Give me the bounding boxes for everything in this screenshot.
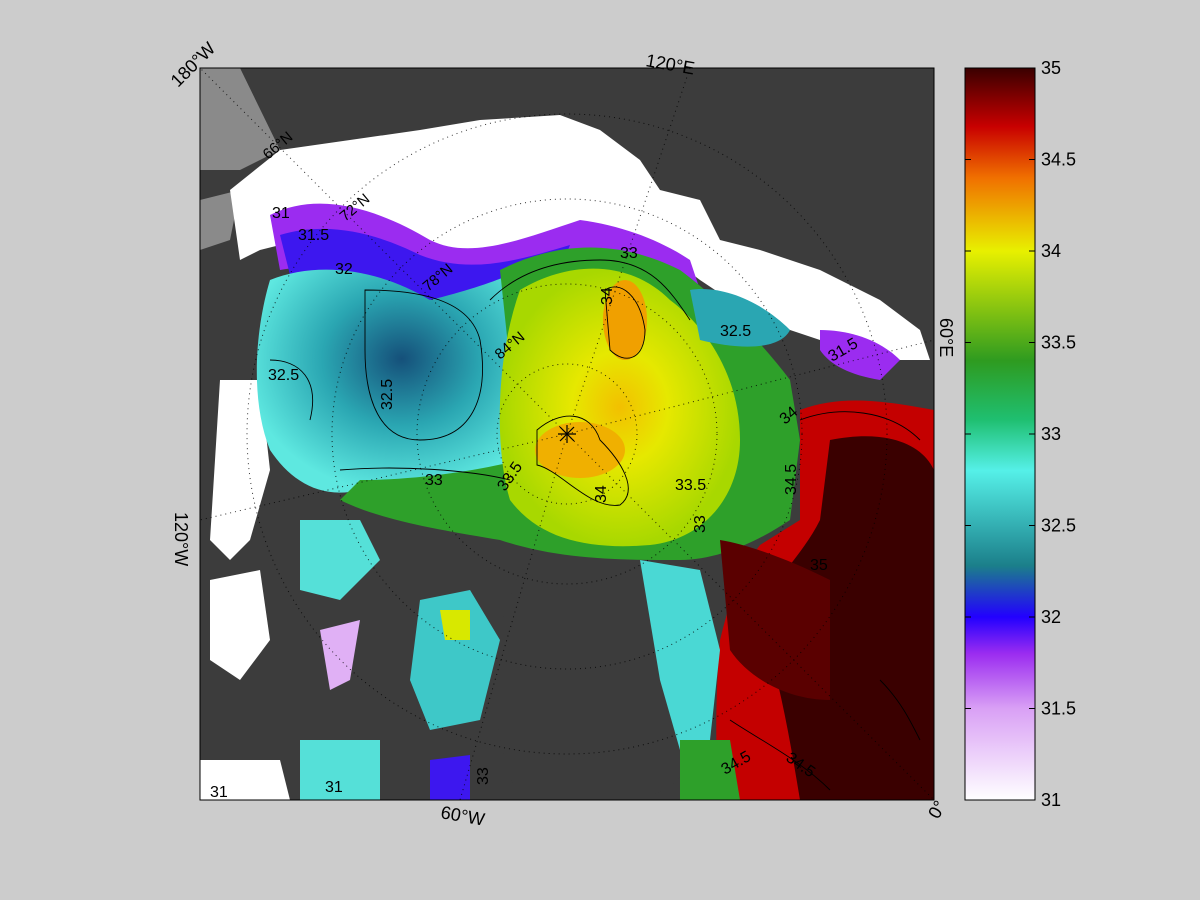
colorbar-tick-label: 31: [1041, 790, 1061, 810]
colorbar-tick-label: 35: [1041, 58, 1061, 78]
colorbar-tick-label: 33.5: [1041, 333, 1076, 353]
contour-label: 33: [475, 767, 492, 785]
lon-label-120w: 120°W: [171, 512, 191, 566]
contour-label: 32.5: [379, 379, 396, 410]
contour-label: 33.5: [675, 477, 706, 494]
lon-label-60e: 60°E: [936, 318, 956, 357]
contour-label: 34: [593, 485, 610, 503]
colorbar-gradient: [964, 67, 1036, 801]
contour-label: 34.5: [783, 464, 800, 495]
contour-label: 34: [599, 287, 616, 305]
colorbar: 35 34.5 34 33.5 33 32.5 32 31.5 31: [964, 58, 1076, 810]
colorbar-tick-label: 34.5: [1041, 150, 1076, 170]
colorbar-tick-label: 32: [1041, 607, 1061, 627]
colorbar-ticks: 35 34.5 34 33.5 33 32.5 32 31.5 31: [965, 58, 1076, 810]
map-frame: [199, 67, 935, 801]
contour-label: 35: [810, 557, 828, 574]
contour-label: 32.5: [720, 323, 751, 340]
contour-label: 32: [335, 261, 353, 278]
colorbar-tick-label: 34: [1041, 241, 1061, 261]
contour-label: 31: [272, 205, 290, 222]
map-panel: [200, 68, 934, 800]
contour-label: 33: [620, 245, 638, 262]
contour-label: 32.5: [268, 367, 299, 384]
north-pole-marker: [558, 425, 576, 443]
contour-label: 31: [325, 779, 343, 796]
colorbar-tick-label: 32.5: [1041, 516, 1076, 536]
contour-label: 33: [425, 472, 443, 489]
lon-label-0: 0°: [924, 797, 950, 822]
lon-label-60w: 60°W: [439, 802, 486, 829]
contour-label: 33: [692, 515, 709, 533]
colorbar-tick-label: 31.5: [1041, 699, 1076, 719]
contour-label: 31.5: [298, 227, 329, 244]
colorbar-tick-label: 33: [1041, 424, 1061, 444]
contour-label: 31: [210, 784, 228, 801]
